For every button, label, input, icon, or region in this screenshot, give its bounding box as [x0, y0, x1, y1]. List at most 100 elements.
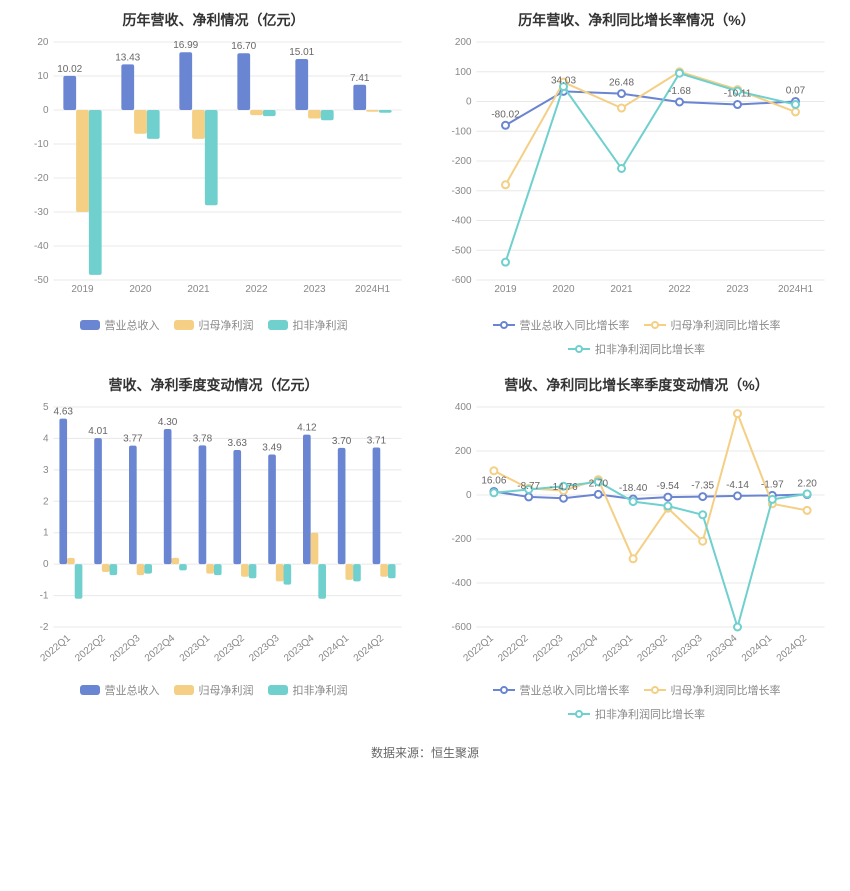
- legend-item: 扣非净利润: [268, 317, 348, 333]
- svg-text:2022Q4: 2022Q4: [143, 633, 178, 665]
- svg-text:2022Q1: 2022Q1: [461, 633, 496, 665]
- chart-title: 营收、净利同比增长率季度变动情况（%）: [435, 375, 838, 395]
- svg-text:0: 0: [466, 490, 472, 501]
- svg-text:26.48: 26.48: [609, 78, 634, 89]
- svg-text:2022Q4: 2022Q4: [566, 633, 601, 665]
- legend-swatch: [80, 685, 100, 695]
- svg-text:200: 200: [455, 37, 472, 48]
- svg-text:-1.68: -1.68: [668, 86, 691, 97]
- legend-label: 扣非净利润同比增长率: [595, 341, 705, 357]
- svg-text:2023Q3: 2023Q3: [670, 633, 705, 665]
- svg-text:15.01: 15.01: [289, 47, 314, 58]
- svg-text:-200: -200: [451, 534, 471, 545]
- svg-text:3.71: 3.71: [367, 436, 387, 447]
- svg-text:-200: -200: [451, 156, 471, 167]
- svg-text:2023Q3: 2023Q3: [247, 633, 282, 665]
- svg-text:2023Q1: 2023Q1: [178, 633, 213, 665]
- legend-swatch: [493, 685, 515, 695]
- svg-text:2024Q2: 2024Q2: [775, 633, 810, 665]
- svg-text:-10: -10: [34, 139, 49, 150]
- legend-label: 营业总收入同比增长率: [520, 317, 630, 333]
- bar-chart-annual-revenue: -50-40-30-20-100102020192020202120222023…: [12, 34, 415, 304]
- svg-text:2024Q2: 2024Q2: [352, 633, 387, 665]
- legend-label: 归母净利润: [199, 682, 254, 698]
- legend-item: 扣非净利润: [268, 682, 348, 698]
- svg-text:0: 0: [43, 559, 49, 570]
- legend-label: 归母净利润同比增长率: [671, 682, 781, 698]
- legend-label: 营业总收入同比增长率: [520, 682, 630, 698]
- legend-label: 营业总收入: [105, 317, 160, 333]
- legend-label: 归母净利润: [199, 317, 254, 333]
- svg-text:200: 200: [455, 446, 472, 457]
- svg-text:-600: -600: [451, 275, 471, 286]
- svg-text:4.63: 4.63: [54, 407, 74, 418]
- legend-swatch: [493, 320, 515, 330]
- svg-text:-30: -30: [34, 207, 49, 218]
- line-chart-quarterly-growth: -600-400-20002004002022Q12022Q22022Q3202…: [435, 399, 838, 669]
- svg-text:2022Q3: 2022Q3: [531, 633, 566, 665]
- legend-item: 营业总收入同比增长率: [493, 682, 630, 698]
- legend-label: 营业总收入: [105, 682, 160, 698]
- svg-text:2022: 2022: [668, 284, 691, 295]
- svg-text:2023Q4: 2023Q4: [705, 633, 740, 665]
- svg-text:-2: -2: [40, 622, 49, 633]
- legend-label: 扣非净利润同比增长率: [595, 706, 705, 722]
- svg-text:10.02: 10.02: [57, 64, 82, 75]
- svg-text:-400: -400: [451, 216, 471, 227]
- svg-text:-50: -50: [34, 275, 49, 286]
- panel-top-left: 历年营收、净利情况（亿元） -50-40-30-20-1001020201920…: [4, 4, 423, 365]
- legend-item: 营业总收入同比增长率: [493, 317, 630, 333]
- svg-text:-600: -600: [451, 622, 471, 633]
- svg-text:2022Q2: 2022Q2: [496, 633, 531, 665]
- svg-text:16.06: 16.06: [481, 475, 506, 486]
- svg-text:1: 1: [43, 528, 49, 539]
- svg-text:0: 0: [466, 97, 472, 108]
- line-chart-annual-growth: -600-500-400-300-200-1000100200201920202…: [435, 34, 838, 304]
- svg-text:2024Q1: 2024Q1: [317, 633, 352, 665]
- svg-text:-1: -1: [40, 591, 49, 602]
- legend-item: 归母净利润同比增长率: [644, 682, 781, 698]
- legend-label: 归母净利润同比增长率: [671, 317, 781, 333]
- legend-swatch: [644, 320, 666, 330]
- svg-text:0: 0: [43, 105, 49, 116]
- chart-grid: 历年营收、净利情况（亿元） -50-40-30-20-1001020201920…: [0, 0, 850, 734]
- chart-title: 营收、净利季度变动情况（亿元）: [12, 375, 415, 395]
- svg-text:-500: -500: [451, 245, 471, 256]
- legend-swatch: [80, 320, 100, 330]
- svg-text:100: 100: [455, 67, 472, 78]
- svg-text:-10.11: -10.11: [724, 89, 752, 100]
- legend: 营业总收入 归母净利润扣非净利润: [12, 682, 415, 698]
- svg-text:7.41: 7.41: [350, 73, 370, 84]
- legend-label: 扣非净利润: [293, 317, 348, 333]
- svg-text:2: 2: [43, 496, 49, 507]
- svg-text:2023: 2023: [726, 284, 749, 295]
- svg-text:34.03: 34.03: [551, 75, 576, 86]
- legend-swatch: [174, 685, 194, 695]
- legend-swatch: [174, 320, 194, 330]
- svg-text:2022: 2022: [245, 284, 268, 295]
- svg-text:2023Q2: 2023Q2: [212, 633, 247, 665]
- svg-text:-18.40: -18.40: [619, 483, 648, 494]
- svg-text:2023Q1: 2023Q1: [601, 633, 636, 665]
- svg-text:4.12: 4.12: [297, 423, 317, 434]
- svg-text:3.70: 3.70: [332, 436, 352, 447]
- panel-top-right: 历年营收、净利同比增长率情况（%） -600-500-400-300-200-1…: [427, 4, 846, 365]
- svg-text:2020: 2020: [552, 284, 575, 295]
- panel-bottom-right: 营收、净利同比增长率季度变动情况（%） -600-400-20002004002…: [427, 369, 846, 730]
- data-source-footer: 数据来源：恒生聚源: [0, 734, 850, 775]
- svg-text:4.01: 4.01: [88, 426, 108, 437]
- legend-swatch: [568, 709, 590, 719]
- svg-text:2020: 2020: [129, 284, 152, 295]
- svg-text:2023: 2023: [303, 284, 326, 295]
- svg-text:2024H1: 2024H1: [778, 284, 813, 295]
- svg-text:16.70: 16.70: [231, 41, 256, 52]
- svg-text:2019: 2019: [71, 284, 94, 295]
- svg-text:-400: -400: [451, 578, 471, 589]
- legend-swatch: [268, 320, 288, 330]
- svg-text:2024H1: 2024H1: [355, 284, 390, 295]
- chart-title: 历年营收、净利情况（亿元）: [12, 10, 415, 30]
- svg-text:4.30: 4.30: [158, 417, 178, 428]
- svg-text:-20: -20: [34, 173, 49, 184]
- legend-swatch: [268, 685, 288, 695]
- svg-text:3.78: 3.78: [193, 433, 213, 444]
